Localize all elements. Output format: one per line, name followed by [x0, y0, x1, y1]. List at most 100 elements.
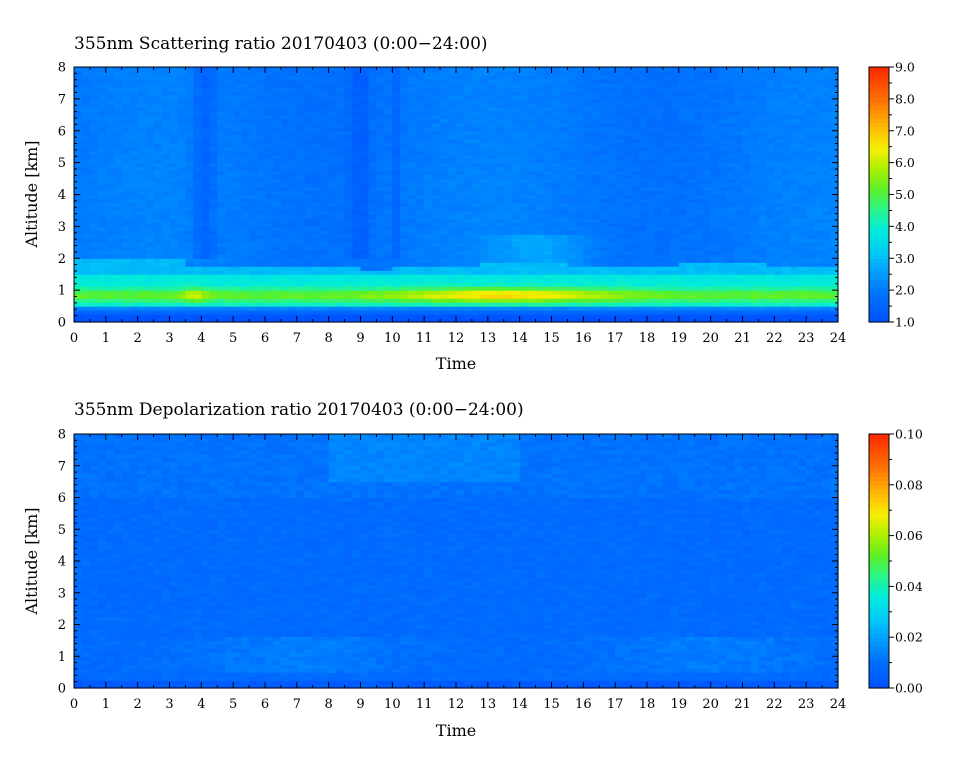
heatmap-cell	[670, 166, 680, 172]
heatmap-cell	[662, 238, 672, 243]
heatmap-cell	[193, 118, 202, 124]
heatmap-cell	[105, 82, 115, 88]
heatmap-cell	[368, 298, 378, 303]
heatmap-cell	[463, 302, 473, 307]
heatmap-cell	[81, 110, 91, 116]
heatmap-cell	[400, 122, 409, 128]
heatmap-cell	[121, 118, 131, 124]
heatmap-cell	[280, 110, 290, 116]
heatmap-cell	[360, 270, 370, 275]
heatmap-cell	[201, 210, 210, 216]
heatmap-cell	[272, 130, 282, 136]
heatmap-cell	[575, 154, 584, 160]
heatmap-cell	[177, 230, 187, 235]
heatmap-cell	[503, 86, 513, 92]
heatmap-cell	[201, 174, 210, 180]
heatmap-cell	[575, 214, 584, 219]
heatmap-cell	[615, 74, 624, 80]
heatmap-cell	[583, 310, 592, 315]
heatmap-cell	[567, 242, 576, 247]
heatmap-cell	[233, 226, 242, 231]
heatmap-cell	[129, 158, 139, 164]
heatmap-cell	[424, 158, 433, 164]
heatmap-cell	[368, 270, 378, 275]
heatmap-cell	[280, 230, 290, 235]
heatmap-cell	[81, 86, 91, 92]
heatmap-cell	[400, 162, 409, 168]
heatmap-cell	[225, 250, 234, 255]
heatmap-cell	[105, 238, 115, 243]
heatmap-cell	[81, 150, 91, 156]
heatmap-cell	[193, 314, 202, 319]
heatmap-cell	[487, 278, 497, 283]
heatmap-cell	[74, 190, 83, 196]
heatmap-cell	[320, 78, 330, 84]
heatmap-cell	[551, 286, 561, 291]
heatmap-cell	[639, 146, 648, 152]
heatmap-cell	[249, 190, 258, 196]
heatmap-cell	[527, 114, 537, 120]
heatmap-cell	[304, 166, 314, 172]
heatmap-cell	[153, 146, 163, 152]
heatmap-cell	[607, 118, 616, 124]
heatmap-cell	[416, 282, 425, 287]
heatmap-cell	[153, 306, 163, 311]
heatmap-cell	[591, 130, 600, 136]
heatmap-cell	[201, 130, 210, 136]
heatmap-cell	[543, 198, 553, 204]
heatmap-cell	[615, 166, 624, 172]
heatmap-cell	[647, 98, 656, 104]
heatmap-cell	[408, 250, 417, 255]
heatmap-cell	[360, 294, 370, 299]
heatmap-cell	[265, 282, 274, 287]
heatmap-cell	[336, 226, 346, 231]
heatmap-cell	[81, 210, 91, 216]
heatmap-cell	[511, 270, 521, 275]
heatmap-cell	[320, 230, 330, 235]
heatmap-cell	[479, 234, 489, 239]
heatmap-cell	[647, 70, 656, 76]
heatmap-cell	[360, 162, 370, 168]
heatmap-cell	[225, 86, 234, 92]
heatmap-cell	[392, 294, 401, 299]
heatmap-cell	[424, 126, 433, 132]
heatmap-cell	[161, 150, 171, 156]
heatmap-cell	[639, 318, 648, 323]
heatmap-cell	[89, 266, 99, 271]
heatmap-cell	[249, 226, 258, 231]
heatmap-cell	[312, 262, 322, 267]
heatmap-cell	[113, 94, 123, 100]
heatmap-cell	[448, 186, 457, 192]
heatmap-cell	[631, 314, 640, 319]
heatmap-cell	[89, 118, 99, 124]
heatmap-cell	[583, 210, 592, 216]
heatmap-cell	[527, 166, 537, 172]
heatmap-cell	[543, 278, 553, 283]
heatmap-cell	[272, 178, 282, 184]
heatmap-cell	[495, 130, 505, 136]
heatmap-cell	[495, 206, 505, 212]
heatmap-cell	[623, 238, 632, 243]
heatmap-cell	[662, 67, 672, 72]
heatmap-cell	[185, 174, 194, 180]
heatmap-cell	[623, 130, 632, 136]
heatmap-cell	[145, 70, 155, 76]
heatmap-cell	[280, 170, 290, 176]
heatmap-cell	[320, 222, 330, 227]
heatmap-cell	[551, 262, 561, 267]
heatmap-cell	[503, 210, 513, 216]
heatmap-cell	[583, 110, 592, 116]
heatmap-cell	[519, 150, 529, 156]
heatmap-cell	[623, 194, 632, 200]
heatmap-cell	[448, 210, 457, 216]
heatmap-cell	[647, 306, 656, 311]
heatmap-cell	[265, 182, 274, 188]
heatmap-cell	[105, 254, 115, 259]
heatmap-cell	[74, 310, 83, 315]
heatmap-cell	[440, 182, 449, 188]
heatmap-cell	[583, 182, 592, 188]
heatmap-cell	[416, 214, 425, 219]
heatmap-cell	[392, 202, 401, 208]
heatmap-cell	[432, 166, 441, 172]
heatmap-cell	[161, 210, 171, 216]
